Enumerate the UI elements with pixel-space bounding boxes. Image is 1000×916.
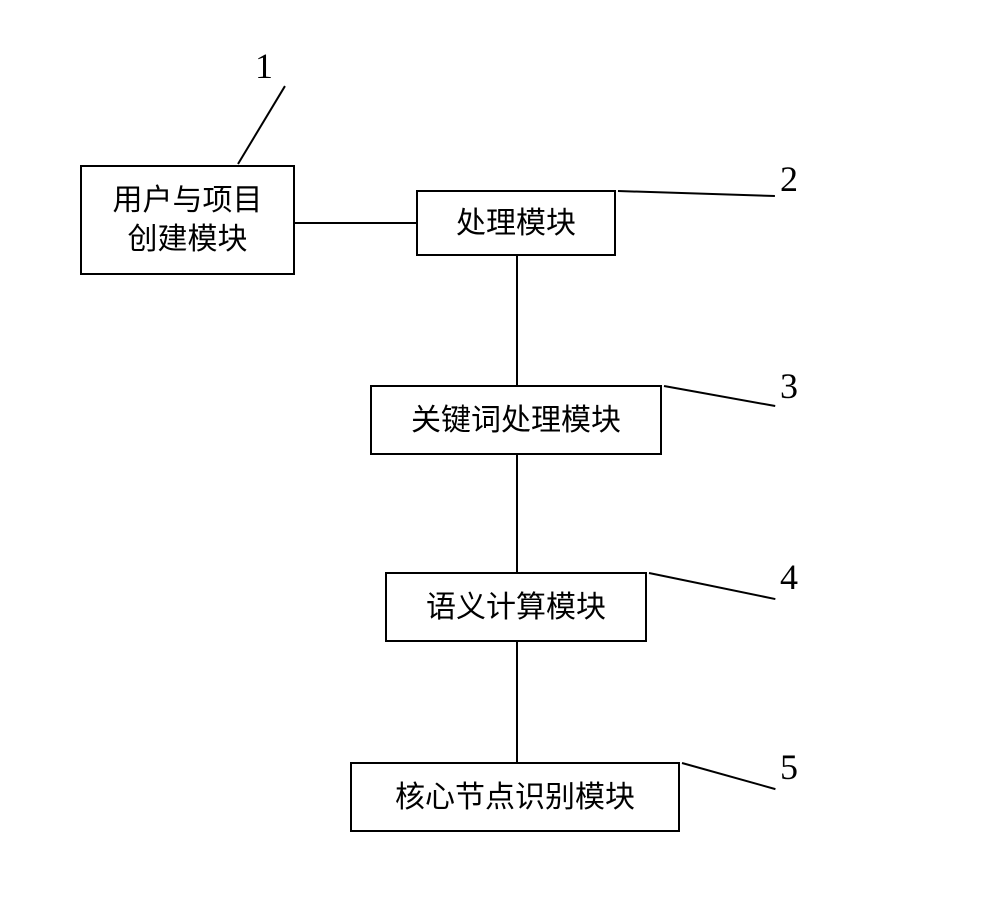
leader-line-n5 (682, 762, 776, 790)
flow-node-label: 用户与项目 创建模块 (113, 181, 263, 259)
flow-node-n1: 用户与项目 创建模块 (80, 165, 295, 275)
edge-n1-n2 (295, 222, 416, 224)
leader-line-n1 (237, 85, 286, 164)
flow-node-ext-label-n2: 2 (780, 158, 798, 200)
flow-node-label: 核心节点识别模块 (395, 778, 635, 817)
flow-node-ext-label-n4: 4 (780, 556, 798, 598)
leader-line-n2 (618, 190, 775, 197)
flow-node-label: 关键词处理模块 (411, 401, 621, 440)
edge-n2-n3 (516, 256, 518, 385)
leader-line-n3 (664, 385, 775, 407)
edge-n4-n5 (516, 642, 518, 762)
flow-node-label: 处理模块 (456, 204, 576, 243)
flow-node-label: 语义计算模块 (426, 588, 606, 627)
edge-n3-n4 (516, 455, 518, 572)
leader-line-n4 (649, 572, 775, 600)
flow-node-n3: 关键词处理模块 (370, 385, 662, 455)
flow-node-ext-label-n3: 3 (780, 365, 798, 407)
flow-node-ext-label-n1: 1 (255, 45, 273, 87)
flow-node-n4: 语义计算模块 (385, 572, 647, 642)
flow-node-n2: 处理模块 (416, 190, 616, 256)
flow-node-ext-label-n5: 5 (780, 746, 798, 788)
flow-node-n5: 核心节点识别模块 (350, 762, 680, 832)
